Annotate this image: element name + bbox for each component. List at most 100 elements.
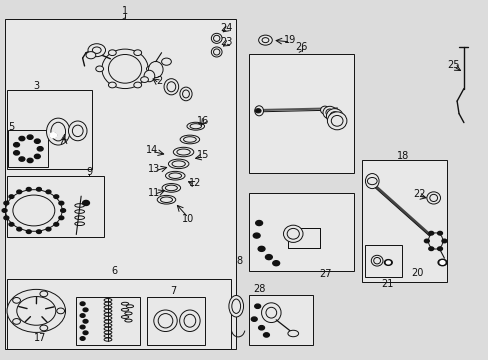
Ellipse shape <box>323 106 336 119</box>
Ellipse shape <box>172 161 185 167</box>
Circle shape <box>57 308 64 314</box>
Text: 27: 27 <box>319 269 331 279</box>
Ellipse shape <box>287 330 298 337</box>
Bar <box>288 228 320 248</box>
Ellipse shape <box>102 49 148 89</box>
Ellipse shape <box>160 197 172 202</box>
Ellipse shape <box>168 159 188 168</box>
Circle shape <box>80 325 85 329</box>
Circle shape <box>441 239 446 243</box>
Circle shape <box>254 304 260 309</box>
Circle shape <box>61 209 65 212</box>
Bar <box>249 295 312 345</box>
Text: 16: 16 <box>197 116 209 126</box>
Text: 10: 10 <box>182 215 194 224</box>
Text: 8: 8 <box>236 256 242 266</box>
Circle shape <box>2 209 7 212</box>
Circle shape <box>386 261 389 264</box>
Circle shape <box>255 221 262 226</box>
Circle shape <box>437 247 442 251</box>
Circle shape <box>34 154 40 158</box>
Bar <box>288 228 320 248</box>
Text: 6: 6 <box>111 266 117 276</box>
Circle shape <box>26 230 31 234</box>
Ellipse shape <box>157 195 175 204</box>
Text: 5: 5 <box>8 122 15 132</box>
Ellipse shape <box>68 121 87 141</box>
Circle shape <box>265 255 272 260</box>
Text: 14: 14 <box>145 144 158 154</box>
Text: 9: 9 <box>86 167 92 177</box>
Circle shape <box>272 261 279 266</box>
Text: 18: 18 <box>396 150 408 161</box>
Circle shape <box>27 158 33 163</box>
Circle shape <box>27 135 33 139</box>
Circle shape <box>13 319 20 324</box>
Text: 11: 11 <box>148 188 160 198</box>
Text: 20: 20 <box>410 268 423 278</box>
Ellipse shape <box>426 192 440 204</box>
Ellipse shape <box>173 147 193 157</box>
Text: 22: 22 <box>412 189 425 199</box>
Ellipse shape <box>180 135 199 144</box>
Bar <box>365 244 401 277</box>
Ellipse shape <box>168 173 181 179</box>
Ellipse shape <box>231 299 240 314</box>
Ellipse shape <box>211 33 222 43</box>
Circle shape <box>439 261 444 264</box>
Bar <box>6 279 230 348</box>
Text: 7: 7 <box>170 286 176 296</box>
Ellipse shape <box>144 70 155 82</box>
Circle shape <box>424 239 428 243</box>
Ellipse shape <box>326 109 342 124</box>
Circle shape <box>5 190 62 231</box>
Text: 26: 26 <box>295 42 307 51</box>
Circle shape <box>17 190 21 194</box>
Ellipse shape <box>104 331 112 334</box>
Circle shape <box>14 143 20 147</box>
Ellipse shape <box>104 306 112 309</box>
Ellipse shape <box>104 298 112 302</box>
Ellipse shape <box>108 54 142 83</box>
Circle shape <box>54 222 59 226</box>
Circle shape <box>83 308 88 312</box>
Ellipse shape <box>186 122 204 130</box>
Ellipse shape <box>104 334 112 338</box>
Ellipse shape <box>104 313 112 316</box>
Circle shape <box>46 190 51 194</box>
Circle shape <box>59 201 63 205</box>
Ellipse shape <box>213 49 220 55</box>
Circle shape <box>7 289 65 332</box>
Ellipse shape <box>104 324 112 327</box>
Circle shape <box>134 82 142 88</box>
Bar <box>361 160 446 282</box>
Text: 28: 28 <box>253 284 265 294</box>
Circle shape <box>26 188 31 191</box>
Circle shape <box>9 222 14 226</box>
Circle shape <box>80 314 85 318</box>
Text: 3: 3 <box>33 81 39 91</box>
Ellipse shape <box>329 112 339 121</box>
Ellipse shape <box>104 338 112 341</box>
Text: 19: 19 <box>284 35 296 45</box>
Circle shape <box>19 136 25 141</box>
Ellipse shape <box>320 106 329 114</box>
Ellipse shape <box>228 296 243 317</box>
Bar <box>6 90 92 169</box>
Ellipse shape <box>325 109 333 116</box>
Circle shape <box>83 331 88 334</box>
Ellipse shape <box>104 316 112 320</box>
Ellipse shape <box>286 228 299 239</box>
Ellipse shape <box>165 171 184 180</box>
Ellipse shape <box>327 112 346 130</box>
Ellipse shape <box>154 310 177 332</box>
Ellipse shape <box>158 314 172 328</box>
Circle shape <box>258 325 264 330</box>
Ellipse shape <box>166 82 175 92</box>
Circle shape <box>14 151 20 155</box>
Ellipse shape <box>75 216 84 220</box>
Circle shape <box>40 325 48 331</box>
Circle shape <box>258 246 264 251</box>
Ellipse shape <box>75 204 84 207</box>
Circle shape <box>88 44 105 57</box>
